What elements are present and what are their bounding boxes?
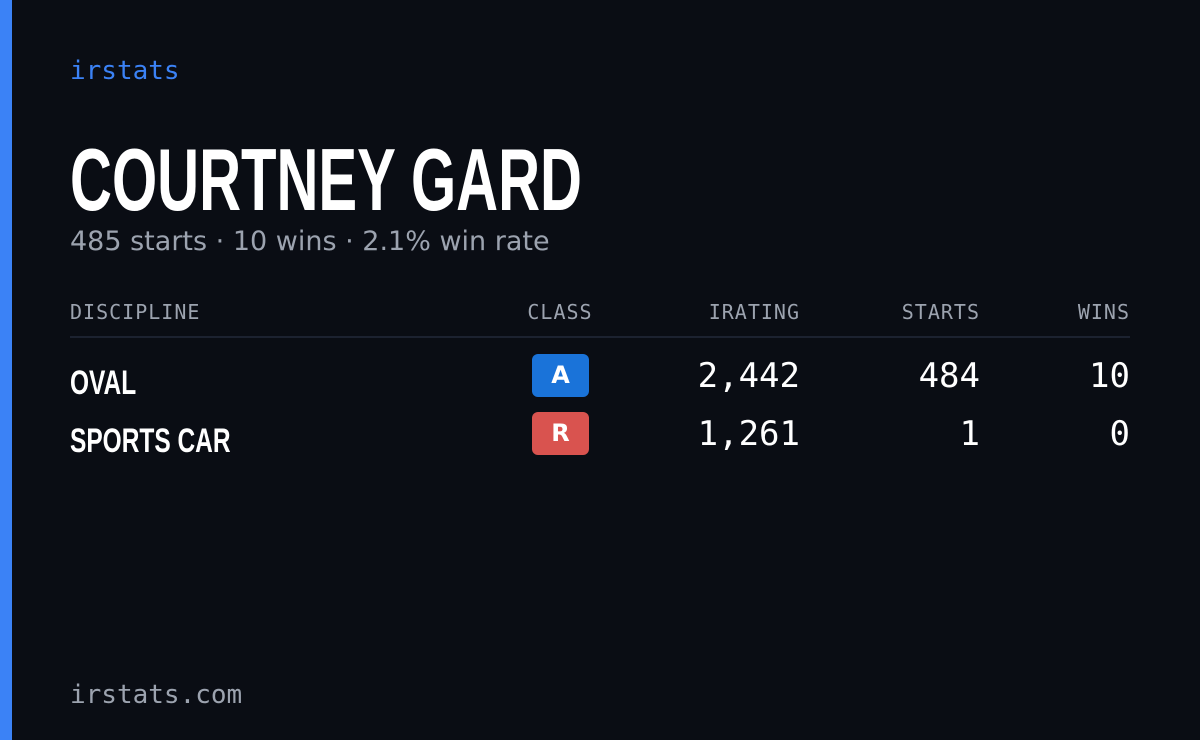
column-header: IRATING [708,300,800,324]
column-header: STARTS [901,300,980,324]
wins: 0 [1109,414,1130,454]
column-header: CLASS [527,300,593,324]
header-rule [70,336,1130,338]
irating: 1,261 [697,414,800,454]
footer: irstats.com [70,680,243,710]
wins: 10 [1089,356,1130,396]
accent-bar [0,0,12,740]
class-badge: R [532,412,589,455]
discipline: SPORTS CAR [70,422,231,460]
irating: 2,442 [697,356,800,396]
starts: 1 [959,414,980,454]
starts: 484 [918,356,980,396]
brand: irstats [70,56,180,86]
column-header: WINS [1077,300,1130,324]
class-badge: A [532,354,589,397]
summary: 485 starts · 10 wins · 2.1% win rate [70,226,550,257]
discipline: OVAL [70,364,137,402]
column-header: DISCIPLINE [70,300,201,324]
driver-name: COURTNEY GARD [70,130,583,229]
